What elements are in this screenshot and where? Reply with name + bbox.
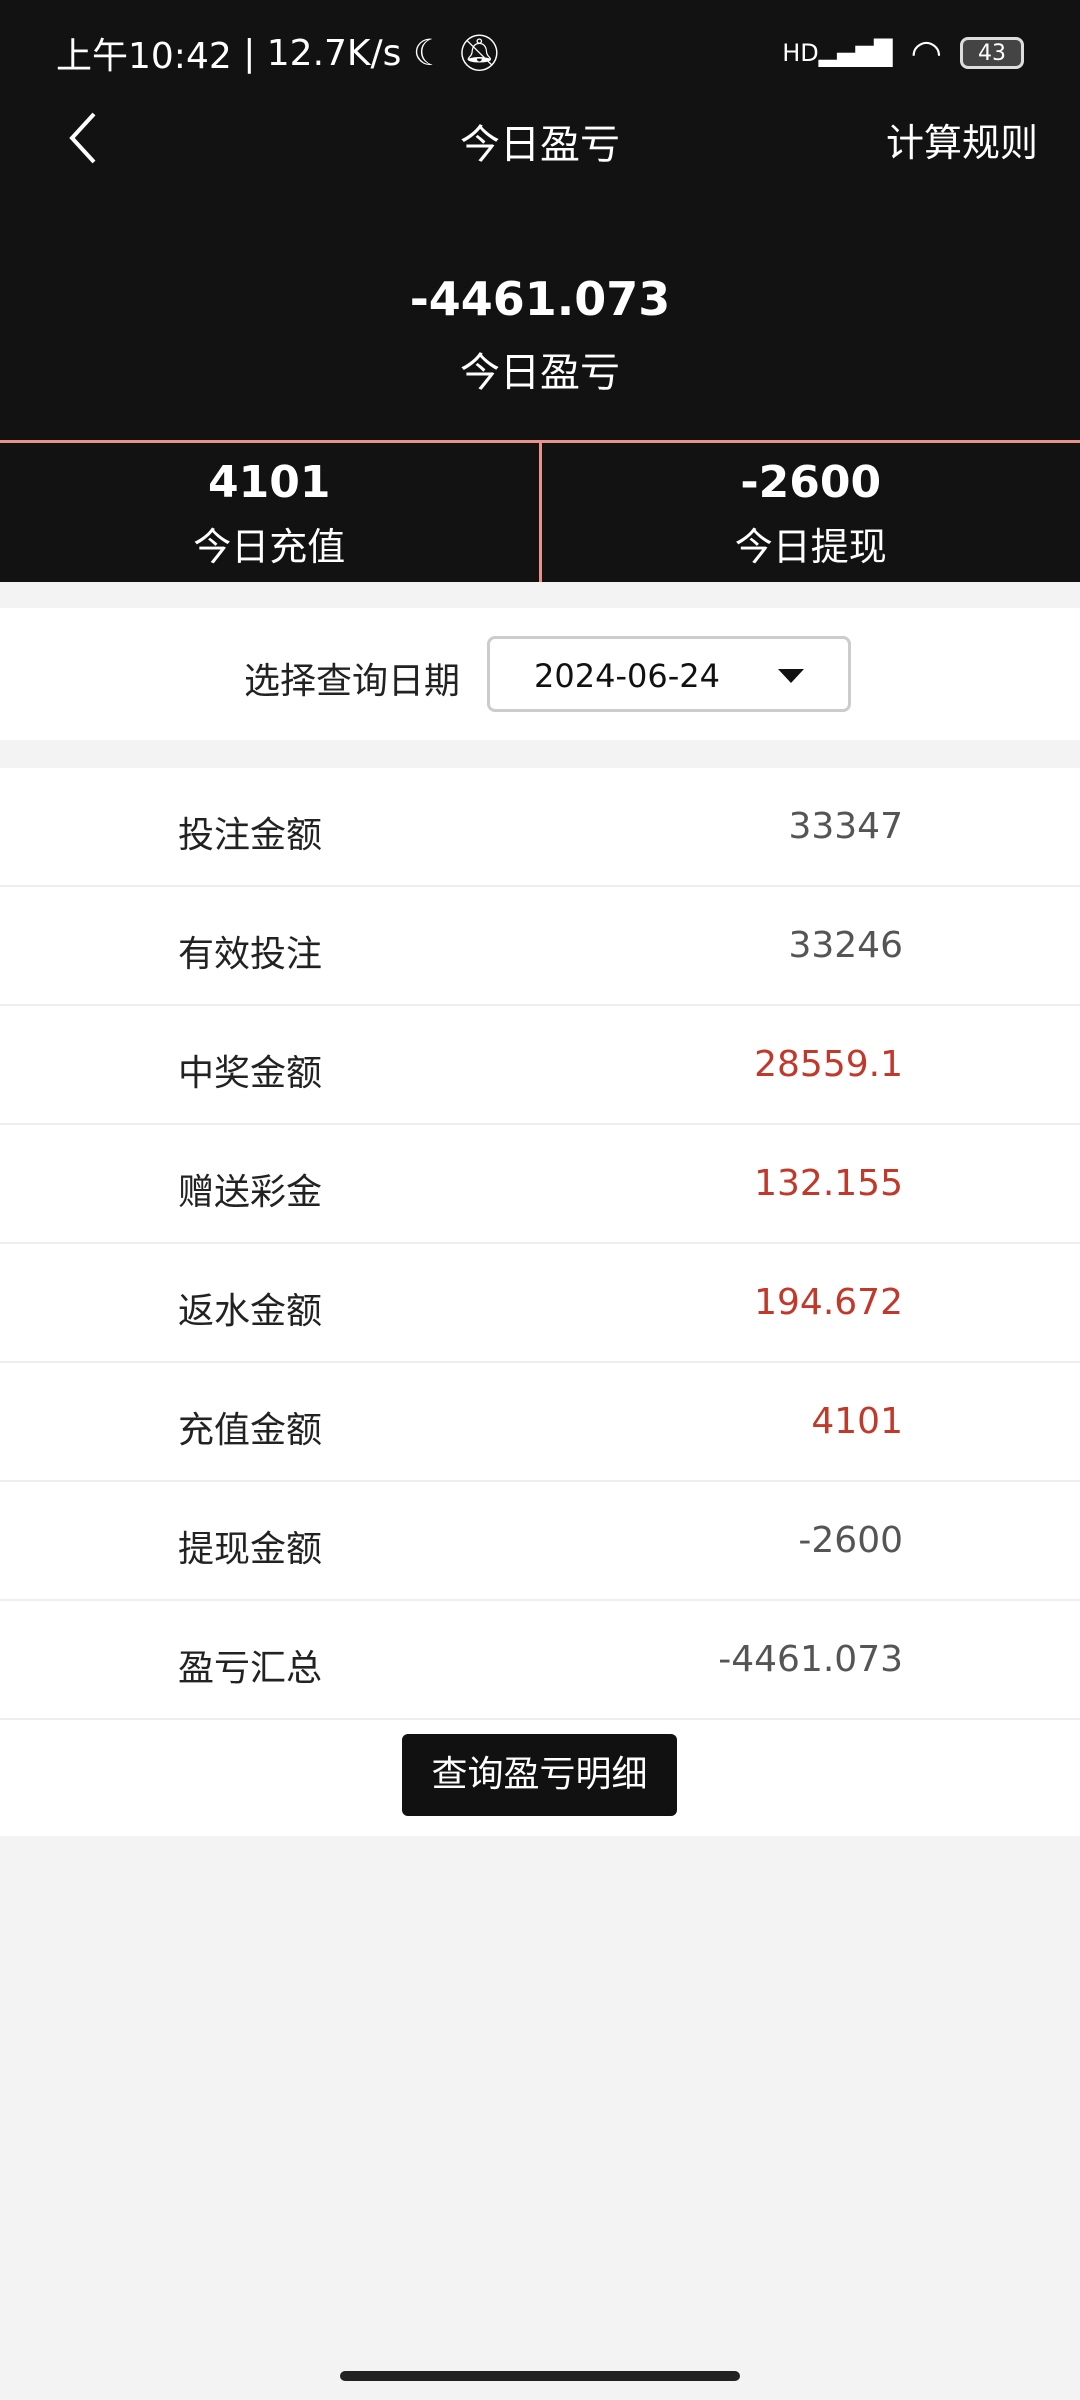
network-speed: 12.7K/s [266, 32, 402, 74]
row-value: 33246 [788, 925, 903, 966]
row-value: -4461.073 [718, 1639, 903, 1680]
list-item: 有效投注 33246 [0, 887, 1080, 1006]
row-label: 投注金额 [178, 815, 323, 856]
row-label: 中奖金额 [178, 1053, 323, 1094]
date-value: 2024-06-24 [534, 657, 720, 695]
row-value: 194.672 [754, 1282, 903, 1323]
date-label: 选择查询日期 [243, 661, 460, 702]
row-label: 有效投注 [178, 934, 323, 975]
stats-bar: 4101 今日充值 -2600 今日提现 [0, 440, 1080, 582]
wifi-icon: ◠ [910, 32, 942, 74]
stat-label: 今日提现 [734, 525, 887, 569]
network-type: HD [782, 39, 819, 67]
row-value: 33347 [788, 806, 903, 847]
caret-down-icon [778, 669, 804, 683]
row-value: 132.155 [754, 1163, 903, 1204]
row-label: 充值金额 [178, 1410, 323, 1451]
stat-value: 4101 [208, 457, 331, 508]
bell-off-icon: 🔕︎ [445, 33, 503, 74]
stat-deposit: 4101 今日充值 [0, 443, 539, 582]
profit-value: -4461.073 [409, 272, 671, 326]
signal-icon: HD▂▄▆█ [782, 39, 893, 67]
moon-icon: ☾ [401, 32, 446, 74]
stat-withdraw: -2600 今日提现 [538, 443, 1080, 582]
rules-button[interactable]: 计算规则 [885, 121, 1038, 165]
row-label: 盈亏汇总 [178, 1648, 323, 1689]
status-bar: 上午10:42 | 12.7K/s ☾ 🔕︎ HD▂▄▆█ ◠ 43 [56, 28, 1024, 78]
back-icon[interactable] [64, 108, 104, 168]
nav-bar: 今日盈亏 计算规则 [0, 100, 1080, 180]
page-title: 今日盈亏 [460, 122, 620, 168]
status-separator: | [231, 32, 267, 74]
list-item: 盈亏汇总 -4461.073 [0, 1601, 1080, 1720]
date-select[interactable]: 2024-06-24 [487, 636, 851, 712]
row-label: 赠送彩金 [178, 1172, 323, 1213]
row-label: 返水金额 [178, 1291, 323, 1332]
row-value: 28559.1 [754, 1044, 903, 1085]
row-value: -2600 [798, 1520, 903, 1561]
list-item: 中奖金额 28559.1 [0, 1006, 1080, 1125]
stat-label: 今日充值 [193, 525, 346, 569]
date-filter: 选择查询日期 2024-06-24 [0, 608, 1080, 740]
status-time: 上午10:42 [56, 36, 232, 77]
stat-value: -2600 [740, 457, 882, 508]
battery-icon: 43 [960, 37, 1024, 69]
header: 上午10:42 | 12.7K/s ☾ 🔕︎ HD▂▄▆█ ◠ 43 今日盈亏 … [0, 0, 1080, 582]
home-indicator[interactable] [340, 2371, 740, 2381]
profit-label: 今日盈亏 [460, 350, 620, 396]
row-label: 提现金额 [178, 1529, 323, 1570]
list-item: 充值金额 4101 [0, 1363, 1080, 1482]
button-row: 查询盈亏明细 [0, 1720, 1080, 1836]
query-detail-button[interactable]: 查询盈亏明细 [402, 1734, 677, 1816]
list-item: 提现金额 -2600 [0, 1482, 1080, 1601]
list-item: 返水金额 194.672 [0, 1244, 1080, 1363]
row-value: 4101 [811, 1401, 903, 1442]
battery-level: 43 [978, 40, 1006, 66]
summary-list: 投注金额 33347 有效投注 33246 中奖金额 28559.1 赠送彩金 132.155… [0, 768, 1080, 1836]
list-item: 投注金额 33347 [0, 768, 1080, 887]
list-item: 赠送彩金 132.155 [0, 1125, 1080, 1244]
